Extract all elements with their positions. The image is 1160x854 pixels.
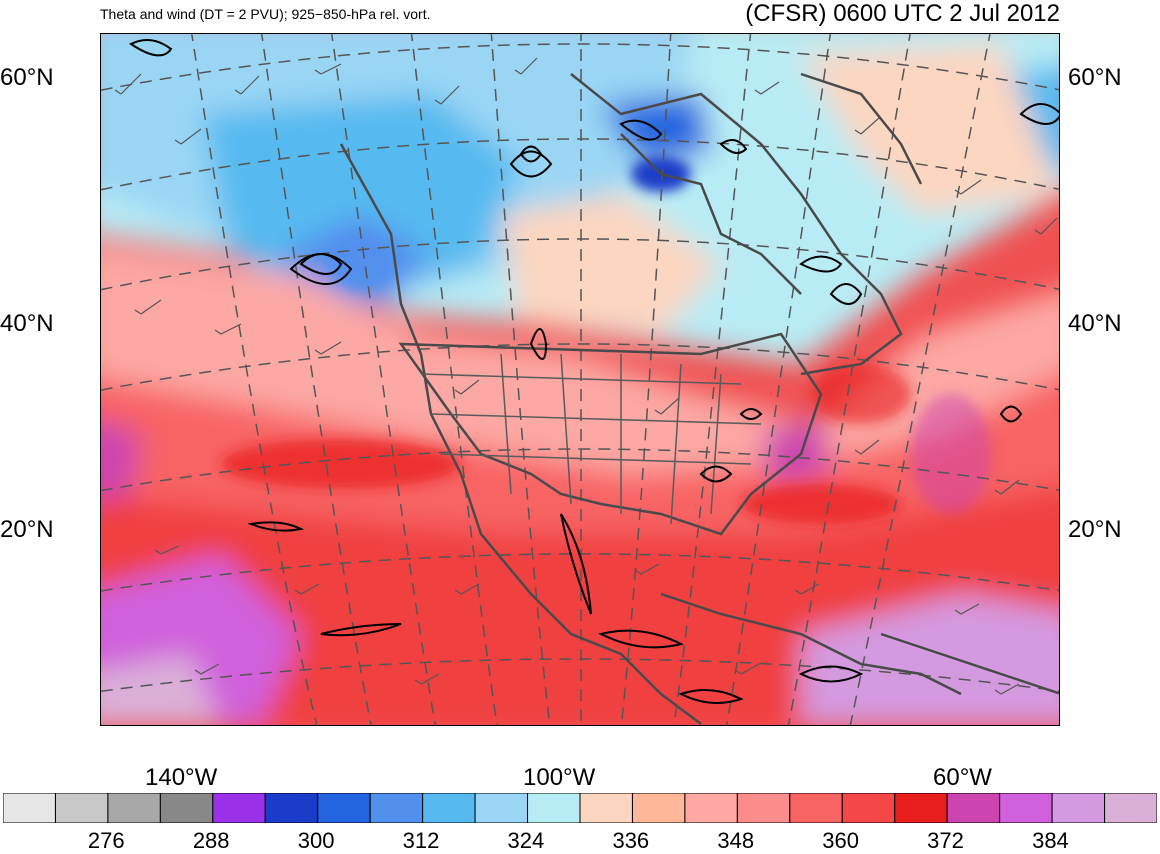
colorbar-tick-label: 288 [192,828,230,853]
colorbar-tick-label: 336 [612,828,650,853]
wind-barbs [114,57,1058,695]
colorbar-tick-label: 384 [1032,828,1069,853]
colorbar-cell [894,793,948,823]
theta-shading [101,34,1059,725]
map-title: (CFSR) 0600 UTC 2 Jul 2012 [745,0,1060,27]
lat-label-40n-left: 40°N [0,310,54,337]
colorbar-cell [684,793,738,823]
state-borders [420,353,762,525]
colorbar-tick-label: 372 [927,828,964,853]
colorbar-cell [107,793,161,823]
colorbar-tick-label: 348 [717,828,755,853]
lon-label-60w: 60°W [933,764,992,791]
colorbar-cell [527,793,581,823]
colorbar-cell [631,793,686,823]
colorbar-cell [841,793,896,823]
theta-field-map [101,34,1059,725]
colorbar-cell [422,793,476,823]
colorbar-cell [369,793,424,823]
colorbar-cell [159,793,214,823]
colorbar-cell [736,793,791,823]
colorbar-cell [1104,793,1157,823]
colorbar-cell [1051,793,1106,823]
colorbar-cell [212,793,266,823]
colorbar-tick-label: 360 [822,828,859,853]
colorbar-cell [474,793,529,823]
lat-label-20n-left: 20°N [0,516,54,543]
lon-label-100w: 100°W [523,764,596,791]
colorbar-cell [264,793,319,823]
colorbar-cell [579,793,633,823]
lat-label-40n-right: 40°N [1068,310,1122,337]
lat-label-60n-left: 60°N [0,64,54,91]
colorbar-cell [54,793,109,823]
colorbar-cell [3,793,56,823]
graticule [101,34,1059,725]
lat-label-20n-right: 20°N [1068,516,1122,543]
map-subtitle: Theta and wind (DT = 2 PVU); 925−850-hPa… [100,6,431,22]
map-panel[interactable] [100,33,1060,726]
colorbar-tick-label: 300 [297,828,335,853]
colorbar-cell [789,793,843,823]
coastlines [339,72,1059,725]
colorbar [3,793,1157,823]
colorbar-cell [946,793,1001,823]
vorticity-contours [129,39,1059,704]
colorbar-tick-label: 312 [402,828,440,853]
lon-label-140w: 140°W [145,764,218,791]
colorbar-cell [999,793,1053,823]
colorbar-cell [317,793,371,823]
colorbar-tick-label: 276 [87,828,125,853]
colorbar-tick-label: 324 [507,828,545,853]
lat-label-60n-right: 60°N [1068,64,1122,91]
